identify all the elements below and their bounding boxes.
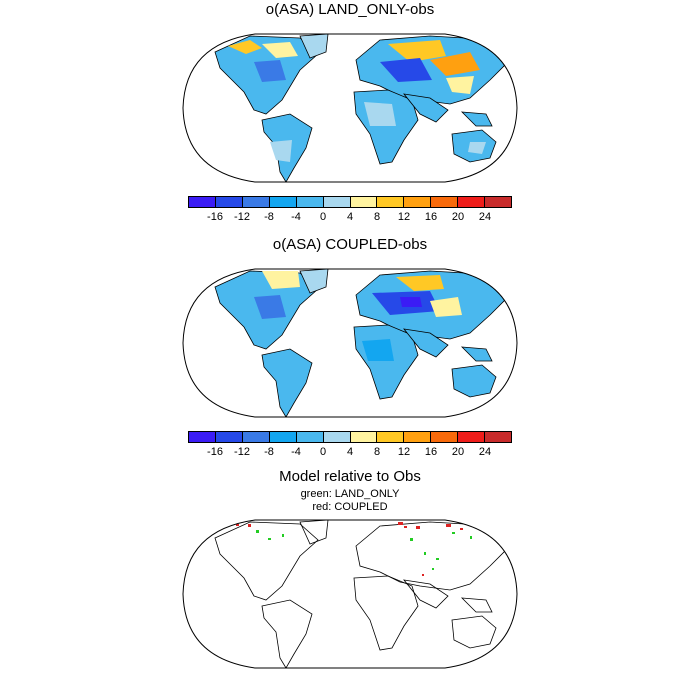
colorbar-tick-label: 24 — [478, 211, 492, 223]
colorbar-tick-label: 16 — [424, 446, 438, 458]
colorbar-swatch — [189, 197, 216, 207]
colorbar-swatch — [458, 432, 486, 442]
colorbar-tick-label: 12 — [397, 211, 411, 223]
colorbar-swatch — [215, 197, 243, 207]
colorbar-labels: -16 -12 -8 -4 0 4 8 12 16 20 24 — [188, 446, 512, 460]
colorbar-swatch — [269, 432, 297, 442]
panel1-title: o(ASA) LAND_ONLY-obs — [265, 1, 435, 18]
legend-red: red: COUPLED — [312, 501, 388, 513]
colorbar-tick-label: -12 — [234, 446, 250, 458]
colorbar — [188, 196, 512, 208]
colorbar-tick-label: 4 — [346, 446, 354, 458]
colorbar-tick-label: 8 — [373, 211, 381, 223]
green-markers — [256, 530, 472, 570]
colorbar-labels: -16 -12 -8 -4 0 4 8 12 16 20 24 — [188, 211, 512, 225]
colorbar-swatch — [485, 432, 512, 442]
colorbar-swatch — [215, 432, 243, 442]
colorbar-tick-label: 20 — [451, 446, 465, 458]
panel1-map — [182, 33, 518, 183]
colorbar-tick-label: 24 — [478, 446, 492, 458]
panel2-map — [182, 268, 518, 418]
legend-green: green: LAND_ONLY — [300, 488, 400, 500]
colorbar-tick-label: -8 — [264, 211, 274, 223]
panel3-map — [182, 519, 518, 669]
colorbar-swatch — [404, 432, 432, 442]
colorbar-swatch — [323, 432, 351, 442]
colorbar-swatch — [377, 197, 405, 207]
colorbar-swatch — [323, 197, 351, 207]
colorbar-tick-label: 0 — [319, 211, 327, 223]
colorbar-tick-label: -8 — [264, 446, 274, 458]
map-border — [182, 519, 518, 669]
colorbar-tick-label: 16 — [424, 211, 438, 223]
colorbar-swatch — [350, 197, 378, 207]
colorbar-tick-label: 12 — [397, 446, 411, 458]
colorbar-swatch — [269, 197, 297, 207]
colorbar-swatch — [189, 432, 216, 442]
colorbar-tick-label: -12 — [234, 211, 250, 223]
colorbar-swatch — [242, 432, 270, 442]
colorbar-swatch — [458, 197, 486, 207]
colorbar-tick-label: 8 — [373, 446, 381, 458]
colorbar-swatch — [431, 432, 459, 442]
colorbar-swatch — [485, 197, 512, 207]
colorbar-swatch — [350, 432, 378, 442]
colorbar-tick-label: 4 — [346, 211, 354, 223]
colorbar-tick-label: -16 — [207, 211, 223, 223]
map-border — [182, 268, 518, 418]
colorbar-swatch — [404, 197, 432, 207]
panel2-title: o(ASA) COUPLED-obs — [272, 236, 428, 253]
colorbar — [188, 431, 512, 443]
colorbar-swatch — [296, 432, 324, 442]
red-markers — [236, 522, 463, 576]
anomaly-patches — [228, 40, 486, 162]
colorbar-swatch — [242, 197, 270, 207]
colorbar-swatch — [296, 197, 324, 207]
colorbar-tick-label: -4 — [291, 446, 301, 458]
colorbar-tick-label: -4 — [291, 211, 301, 223]
colorbar-tick-label: -16 — [207, 446, 223, 458]
colorbar-tick-label: 20 — [451, 211, 465, 223]
colorbar-swatch — [431, 197, 459, 207]
colorbar-tick-label: 0 — [319, 446, 327, 458]
colorbar-swatch — [377, 432, 405, 442]
map-border — [182, 33, 518, 183]
panel3-title: Model relative to Obs — [279, 468, 421, 485]
